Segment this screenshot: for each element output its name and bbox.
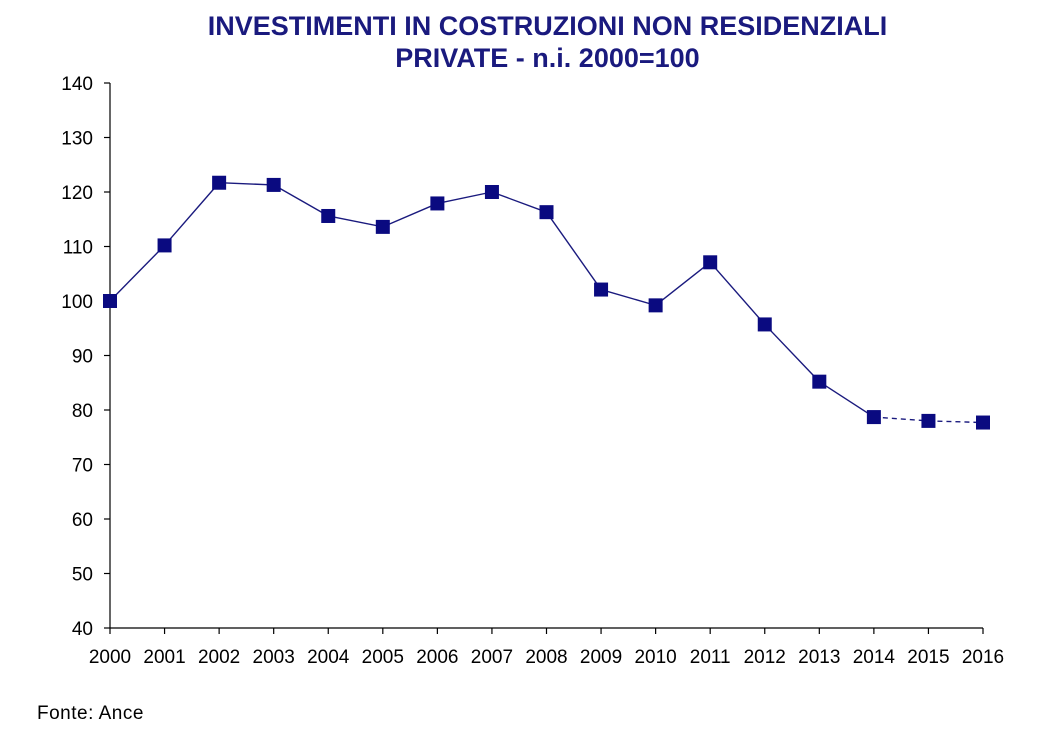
data-point-2000 (103, 294, 117, 308)
x-tick-label: 2003 (253, 647, 295, 668)
y-tick-label: 90 (72, 347, 93, 368)
x-tick-label: 2002 (198, 647, 240, 668)
series-segment (382, 202, 438, 228)
series-segment (491, 191, 547, 213)
x-tick-label: 2004 (307, 647, 350, 668)
y-tick-label: 40 (72, 619, 93, 640)
y-tick-label: 110 (63, 238, 93, 259)
series-segment (109, 244, 166, 302)
x-tick-label: 2015 (907, 647, 949, 668)
data-point-2014 (866, 410, 881, 425)
y-tick-label: 80 (72, 401, 93, 422)
source-note: Fonte: Ance (37, 703, 144, 724)
y-tick-label: 120 (61, 183, 93, 204)
x-tick-label: 2006 (416, 647, 458, 668)
x-tick-label: 2012 (744, 647, 786, 668)
data-point-2006 (430, 196, 445, 211)
x-tick-label: 2008 (525, 647, 567, 668)
series-segment (764, 323, 820, 383)
series-segment (600, 288, 656, 307)
x-tick-label: 2007 (471, 647, 513, 668)
series-segment (219, 182, 274, 186)
y-tick-label: 50 (72, 565, 93, 586)
x-tick-label: 2016 (962, 647, 1004, 668)
series-segment (437, 191, 493, 205)
data-point-2010 (648, 298, 663, 313)
y-tick-label: 60 (72, 510, 93, 531)
series-segment (818, 381, 875, 418)
x-tick-label: 2010 (634, 647, 676, 668)
x-tick-label: 2005 (362, 647, 404, 668)
series-segment (709, 261, 766, 325)
data-point-2008 (539, 205, 554, 220)
series-segment-dashed (928, 420, 984, 424)
data-point-2003 (266, 177, 281, 192)
y-tick-label: 130 (61, 129, 93, 150)
chart-title: INVESTIMENTI IN COSTRUZIONI NON RESIDENZ… (0, 10, 1041, 74)
chart-title-line-1: INVESTIMENTI IN COSTRUZIONI NON RESIDENZ… (207, 11, 888, 41)
x-tick-label: 2001 (143, 647, 185, 668)
series-segment (164, 182, 220, 246)
data-point-2007 (484, 185, 499, 199)
data-point-2009 (594, 282, 609, 297)
data-point-2004 (321, 208, 336, 223)
x-tick-label: 2011 (690, 647, 731, 668)
series-segment (655, 261, 711, 306)
data-point-2015 (921, 413, 936, 428)
data-point-2011 (703, 255, 718, 270)
series-segment-dashed (873, 416, 929, 422)
x-tick-label: 2014 (853, 647, 896, 668)
x-tick-label: 2013 (798, 647, 840, 668)
data-point-2001 (157, 238, 172, 253)
x-tick-label: 2000 (89, 647, 131, 668)
series-segment (545, 211, 602, 290)
y-tick-label: 100 (61, 292, 93, 313)
y-tick-label: 70 (72, 456, 93, 477)
data-point-2005 (375, 219, 390, 234)
data-point-2012 (757, 317, 772, 332)
data-point-2013 (812, 374, 827, 389)
data-point-2016 (976, 415, 990, 430)
data-point-2002 (212, 175, 227, 190)
chart-title-line-2: PRIVATE - n.i. 2000=100 (395, 43, 700, 73)
series-segment (328, 215, 383, 228)
y-tick-label: 140 (61, 74, 93, 95)
series-segment (273, 184, 329, 217)
x-tick-label: 2009 (580, 647, 622, 668)
